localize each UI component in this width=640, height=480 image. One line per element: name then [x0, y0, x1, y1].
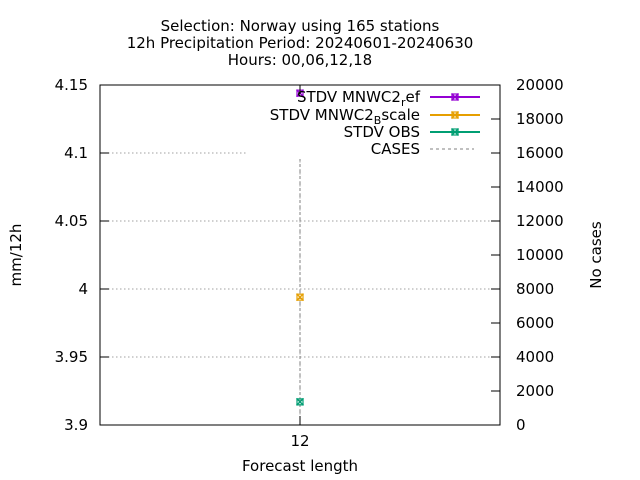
- legend-label-subscript: B: [374, 114, 382, 127]
- y-tick-label: 4: [78, 280, 88, 298]
- marker-cross-b: [296, 293, 304, 302]
- data-point-2: [296, 397, 304, 406]
- y2-tick-label: 16000: [516, 144, 564, 162]
- y-tick-label: 4.05: [55, 212, 88, 230]
- legend-label-tail: scale: [381, 106, 420, 124]
- y-tick-label: 4.15: [55, 76, 88, 94]
- legend-label: CASES: [371, 140, 420, 158]
- marker-square: [296, 398, 304, 406]
- y2-tick-label: 2000: [516, 382, 554, 400]
- x-axis-ticks: 12: [290, 85, 310, 450]
- y2-tick-label: 4000: [516, 348, 554, 366]
- chart-title-line-3: Hours: 00,06,12,18: [228, 51, 372, 69]
- legend-label-main: STDV MNWC2: [270, 106, 374, 124]
- x-axis-label: Forecast length: [242, 457, 358, 475]
- legend-label-tail: ef: [405, 88, 420, 106]
- legend-marker: [451, 93, 459, 101]
- y-tick-label: 3.9: [64, 416, 88, 434]
- y2-tick-label: 0: [516, 416, 526, 434]
- marker-cross-b: [296, 397, 304, 406]
- legend-box: [246, 87, 498, 159]
- legend-background: [246, 87, 498, 159]
- y2-tick-label: 6000: [516, 314, 554, 332]
- y-tick-label: 3.95: [55, 348, 88, 366]
- legend-label-main: STDV OBS: [344, 123, 420, 141]
- y-tick-label: 4.1: [64, 144, 88, 162]
- y2-tick-label: 12000: [516, 212, 564, 230]
- y2-tick-label: 8000: [516, 280, 554, 298]
- legend-label: STDV MNWC2ref: [297, 88, 421, 109]
- y2-tick-label: 14000: [516, 178, 564, 196]
- y-axis-label: mm/12h: [7, 224, 25, 287]
- marker-square: [451, 128, 459, 136]
- y2-tick-label: 20000: [516, 76, 564, 94]
- legend-marker: [451, 128, 459, 136]
- marker-square: [451, 111, 459, 119]
- y-axis-right-ticks: 0 2000 4000 6000 8000 10000 12000 14000 16000 180…: [491, 76, 564, 434]
- chart-title: Selection: Norway using 165 stations 12h…: [127, 17, 474, 69]
- legend-marker: [451, 111, 459, 119]
- y-axis-left-ticks: 3.9 3.95 4 4.05 4.1 4.15: [55, 76, 109, 434]
- y2-tick-label: 10000: [516, 246, 564, 264]
- y2-axis-label: No cases: [587, 221, 605, 289]
- marker-square: [296, 293, 304, 301]
- marker-cross-b: [451, 128, 459, 136]
- chart-title-line-2: 12h Precipitation Period: 20240601-20240…: [127, 34, 474, 52]
- legend-label-main: STDV MNWC2: [297, 88, 401, 106]
- marker-square: [451, 93, 459, 101]
- legend-label: STDV MNWC2Bscale: [270, 106, 420, 127]
- y2-tick-label: 18000: [516, 110, 564, 128]
- data-point-1: [296, 293, 304, 302]
- legend-label-main: CASES: [371, 140, 420, 158]
- x-tick-label: 12: [290, 432, 309, 450]
- legend-label-subscript: r: [401, 96, 406, 109]
- marker-cross-b: [451, 93, 459, 101]
- legend-label: STDV OBS: [344, 123, 420, 141]
- chart-title-line-1: Selection: Norway using 165 stations: [161, 17, 440, 35]
- marker-cross-b: [451, 111, 459, 119]
